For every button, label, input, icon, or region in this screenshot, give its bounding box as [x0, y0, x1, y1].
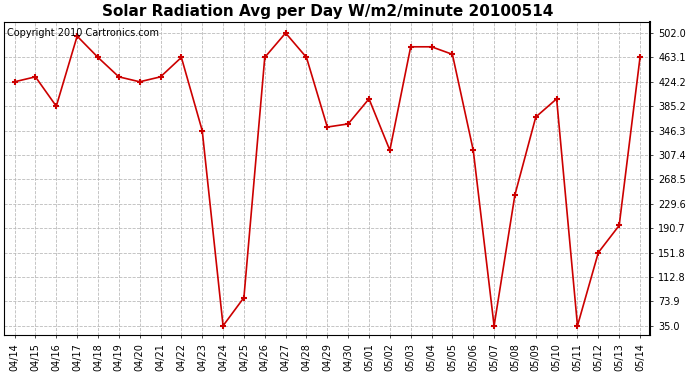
Title: Solar Radiation Avg per Day W/m2/minute 20100514: Solar Radiation Avg per Day W/m2/minute … — [101, 4, 553, 19]
Text: Copyright 2010 Cartronics.com: Copyright 2010 Cartronics.com — [8, 28, 159, 38]
